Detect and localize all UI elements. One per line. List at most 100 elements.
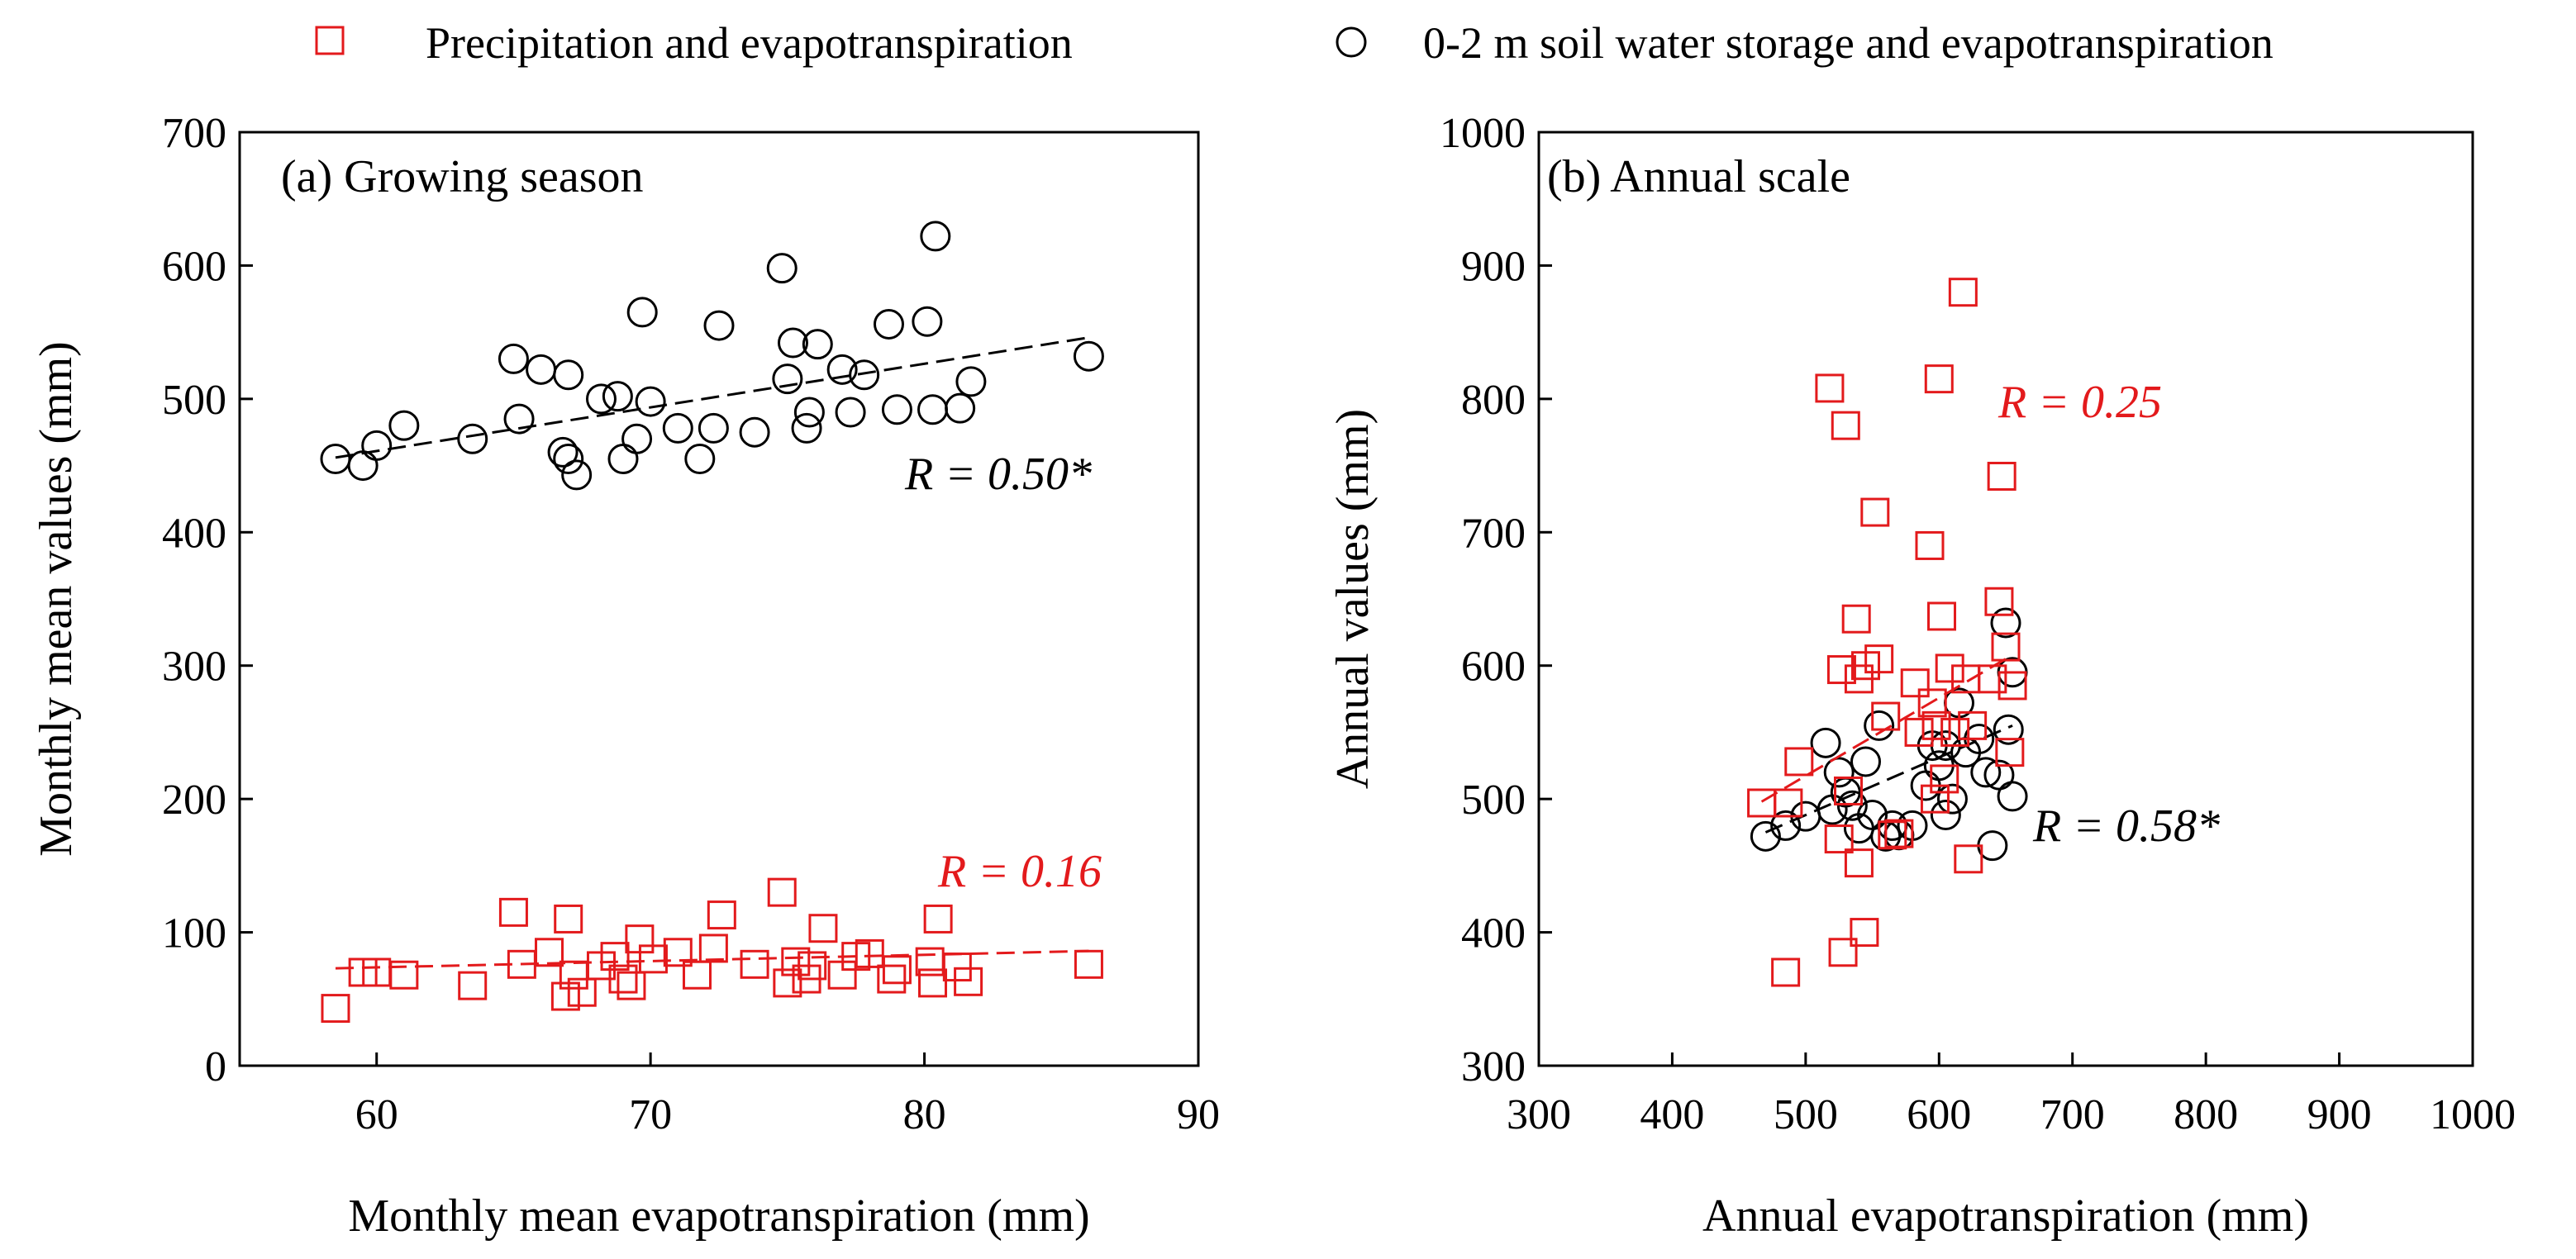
point-precip-b xyxy=(1958,710,1988,740)
point-soil-b xyxy=(1997,781,2028,812)
point-soil-a xyxy=(917,394,949,425)
y-axis-label-a: Monthly mean values (mm) xyxy=(31,341,82,857)
marks-b xyxy=(1747,278,2028,987)
plot-frame-b xyxy=(1537,131,2474,1067)
point-soil-a xyxy=(881,394,912,425)
point-soil-a xyxy=(498,343,529,374)
point-soil-a xyxy=(849,359,880,391)
point-precip-a xyxy=(954,967,983,996)
point-soil-a xyxy=(320,444,351,474)
point-precip-b xyxy=(1904,717,1934,747)
x-tick-label-a: 60 xyxy=(355,1091,398,1138)
point-precip-b xyxy=(1860,497,1890,527)
point-soil-a xyxy=(635,386,666,417)
legend-circle-marker xyxy=(1336,26,1367,58)
x-tick-label-b: 400 xyxy=(1640,1091,1704,1138)
y-tick-label-b: 700 xyxy=(1461,510,1526,557)
point-soil-a xyxy=(347,450,379,482)
point-soil-b xyxy=(1823,757,1855,788)
point-precip-a xyxy=(554,904,583,934)
point-precip-a xyxy=(707,900,736,930)
point-soil-a xyxy=(547,436,579,468)
point-soil-b xyxy=(1993,714,2024,745)
point-soil-a xyxy=(945,392,976,424)
legend-square-marker xyxy=(315,26,345,55)
y-tick-label-b: 900 xyxy=(1461,243,1526,290)
point-soil-a xyxy=(1073,340,1104,372)
x-tick-label-b: 500 xyxy=(1774,1091,1838,1138)
point-precip-b xyxy=(1824,824,1854,854)
point-soil-b xyxy=(1864,710,1895,741)
point-soil-a xyxy=(526,354,557,385)
point-soil-a xyxy=(553,359,584,391)
point-soil-b xyxy=(1750,820,1781,852)
point-precip-a xyxy=(600,942,630,972)
point-precip-a xyxy=(767,877,797,907)
x-tick-label-a: 70 xyxy=(629,1091,672,1138)
y-tick-label-a: 300 xyxy=(162,644,226,691)
x-tick-label-b: 700 xyxy=(2040,1091,2105,1138)
point-precip-b xyxy=(1815,373,1845,403)
x-tick-label-b: 800 xyxy=(2174,1091,2238,1138)
y-tick-label-a: 100 xyxy=(162,910,226,957)
point-precip-b xyxy=(1987,461,2017,491)
point-soil-a xyxy=(698,412,729,444)
point-soil-a xyxy=(772,363,803,395)
point-precip-a xyxy=(321,994,350,1024)
point-precip-a xyxy=(389,960,419,990)
point-soil-a xyxy=(626,297,658,328)
point-soil-a xyxy=(791,412,822,444)
y-axis-label-b: Annual values (mm) xyxy=(1327,409,1378,789)
point-precip-a xyxy=(918,968,948,998)
point-precip-b xyxy=(1927,601,1957,631)
point-precip-b xyxy=(1747,788,1777,818)
point-precip-a xyxy=(535,938,564,967)
point-precip-b xyxy=(1915,530,1945,560)
point-precip-b xyxy=(1878,820,1907,850)
point-precip-b xyxy=(1828,938,1858,967)
point-soil-a xyxy=(503,403,535,435)
point-soil-a xyxy=(607,444,639,474)
y-tick-label-b: 600 xyxy=(1461,644,1526,691)
y-tick-label-a: 400 xyxy=(162,510,226,557)
point-precip-b xyxy=(1948,278,1978,307)
panel-a-title: (a) Growing season xyxy=(281,151,644,202)
point-soil-a xyxy=(553,444,584,474)
x-axis-a: 60 70 80 90 xyxy=(355,1052,1220,1138)
point-precip-b xyxy=(1917,688,1947,718)
point-precip-a xyxy=(498,897,528,927)
point-soil-a xyxy=(561,459,593,491)
y-axis-a: 0 100 200 300 400 500 600 700 xyxy=(162,110,253,1090)
fit-line-soil-a xyxy=(335,336,1089,459)
point-soil-a xyxy=(955,366,987,397)
point-precip-a xyxy=(798,951,827,981)
point-precip-b xyxy=(1884,819,1914,848)
point-precip-b xyxy=(1924,364,1954,394)
point-precip-a xyxy=(942,953,972,982)
panel-growing-season: (a) Growing season 0 100 200 300 400 500 600 70… xyxy=(31,110,1220,1242)
point-precip-a xyxy=(923,904,953,934)
point-precip-b xyxy=(1841,604,1871,634)
point-precip-b xyxy=(1850,918,1879,948)
y-tick-label-a: 200 xyxy=(162,777,226,824)
point-soil-a xyxy=(388,410,420,441)
point-precip-a xyxy=(740,949,769,979)
point-soil-b xyxy=(1810,727,1841,758)
x-tick-label-b: 600 xyxy=(1907,1091,1971,1138)
point-soil-b xyxy=(1990,607,2021,639)
point-precip-b xyxy=(1930,764,1959,794)
point-soil-b xyxy=(1770,810,1802,841)
point-soil-a xyxy=(361,430,393,461)
point-precip-b xyxy=(1991,632,2021,662)
r-label-precip-b: R = 0.25 xyxy=(1997,377,2162,428)
point-precip-a xyxy=(458,971,488,1000)
fit-line-soil-b xyxy=(1764,724,2013,834)
legend-label-precip: Precipitation and evapotranspiration xyxy=(426,18,1073,68)
fit-line-precip-a xyxy=(335,949,1089,970)
x-tick-label-a: 80 xyxy=(903,1091,946,1138)
point-soil-a xyxy=(777,327,808,359)
point-precip-a xyxy=(781,947,811,976)
x-axis-label-b: Annual evapotranspiration (mm) xyxy=(1702,1190,2309,1242)
point-precip-a xyxy=(608,964,638,994)
point-precip-b xyxy=(1871,701,1901,731)
